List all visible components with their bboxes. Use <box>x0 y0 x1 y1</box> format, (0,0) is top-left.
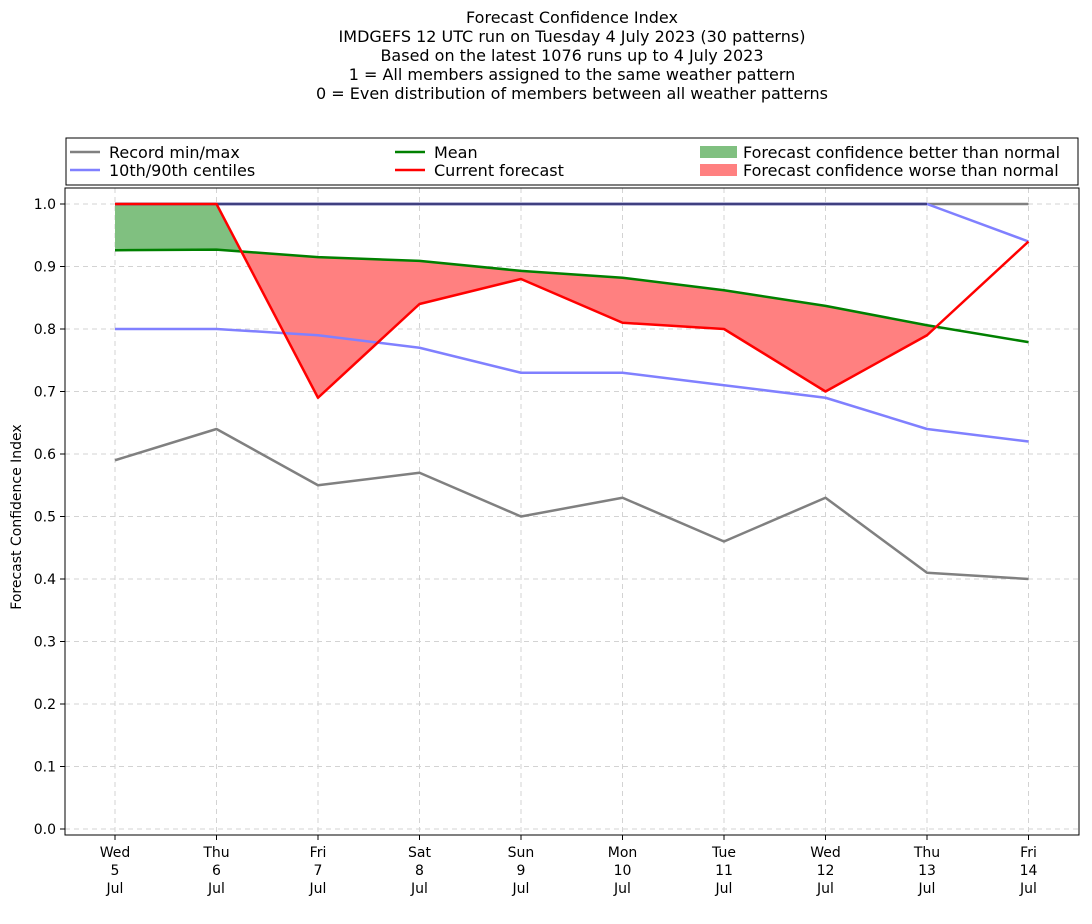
y-tick-label: 0.0 <box>34 822 56 838</box>
y-axis-label: Forecast Confidence Index <box>9 424 25 609</box>
title-line: Based on the latest 1076 runs up to 4 Ju… <box>380 46 763 65</box>
y-tick-label: 0.7 <box>34 385 56 401</box>
title-line: Forecast Confidence Index <box>466 8 678 27</box>
x-tick-label: Fri <box>1020 845 1037 861</box>
x-tick-label: Tue <box>711 845 736 861</box>
title-line: 1 = All members assigned to the same wea… <box>349 65 796 84</box>
legend-label: Current forecast <box>434 161 564 180</box>
x-tick-label: Wed <box>810 845 841 861</box>
title-line: IMDGEFS 12 UTC run on Tuesday 4 July 202… <box>339 27 806 46</box>
y-tick-label: 0.6 <box>34 447 56 463</box>
legend-label: Forecast confidence better than normal <box>743 143 1060 162</box>
legend-box <box>65 137 1079 186</box>
x-tick-label: Jul <box>1019 881 1037 897</box>
legend-swatch-patch <box>700 164 737 176</box>
x-tick-label: Jul <box>410 881 428 897</box>
y-tick-label: 0.9 <box>34 260 56 276</box>
confidence-fills <box>115 204 937 398</box>
series-line-90th-centile <box>115 202 1029 243</box>
y-tick-label: 0.4 <box>34 572 56 588</box>
x-tick-label: 8 <box>415 863 424 879</box>
x-tick-label: Jul <box>512 881 530 897</box>
x-tick-label: Jul <box>918 881 936 897</box>
legend-label: Record min/max <box>109 143 240 162</box>
x-tick-label: Jul <box>613 881 631 897</box>
x-tick-label: Sun <box>508 845 535 861</box>
x-tick-label: Thu <box>913 845 940 861</box>
y-tick-label: 0.3 <box>34 635 56 651</box>
y-tick-label: 0.8 <box>34 322 56 338</box>
series-lines <box>114 202 1030 581</box>
x-tick-label: Sat <box>408 845 431 861</box>
series-line-record-min <box>114 427 1029 581</box>
legend-swatch-patch <box>700 146 737 158</box>
y-tick-label: 0.2 <box>34 697 56 713</box>
series-line-mean <box>114 248 1029 344</box>
legend-label: 10th/90th centiles <box>109 161 255 180</box>
y-tick-label: 0.5 <box>34 510 56 526</box>
x-tick-label: Jul <box>816 881 834 897</box>
axes: 0.0 0.1 0.2 0.3 0.4 0.5 0.6 0.7 0.8 0.9 1.0 Wed 5 Jul… <box>34 187 1080 897</box>
plot-frame <box>64 187 1080 836</box>
x-tick-label: 10 <box>614 863 632 879</box>
x-tick-label: 14 <box>1020 863 1038 879</box>
series-line-current-forecast <box>115 202 1030 399</box>
fill-worse-than-normal <box>241 251 937 398</box>
series-line-10th-centile <box>115 327 1029 443</box>
x-tick-label: 5 <box>111 863 120 879</box>
x-tick-label: Jul <box>715 881 733 897</box>
x-tick-label: Mon <box>608 845 638 861</box>
x-tick-label: 7 <box>314 863 323 879</box>
fill-better-than-normal <box>115 204 242 252</box>
x-tick-label: 11 <box>715 863 733 879</box>
x-tick-label: Thu <box>202 845 229 861</box>
y-tick-label: 0.1 <box>34 760 56 776</box>
x-tick-label: 6 <box>212 863 221 879</box>
x-tick-label: Jul <box>207 881 225 897</box>
title-line: 0 = Even distribution of members between… <box>316 84 828 103</box>
legend-label: Mean <box>434 143 478 162</box>
x-tick-label: Fri <box>310 845 327 861</box>
x-tick-label: Wed <box>100 845 131 861</box>
x-tick-label: 13 <box>918 863 936 879</box>
legend-label: Forecast confidence worse than normal <box>743 161 1059 180</box>
x-tick-label: Jul <box>106 881 124 897</box>
x-tick-label: 9 <box>517 863 526 879</box>
y-tick-label: 1.0 <box>34 197 56 213</box>
x-tick-label: Jul <box>309 881 327 897</box>
x-tick-label: 12 <box>817 863 835 879</box>
